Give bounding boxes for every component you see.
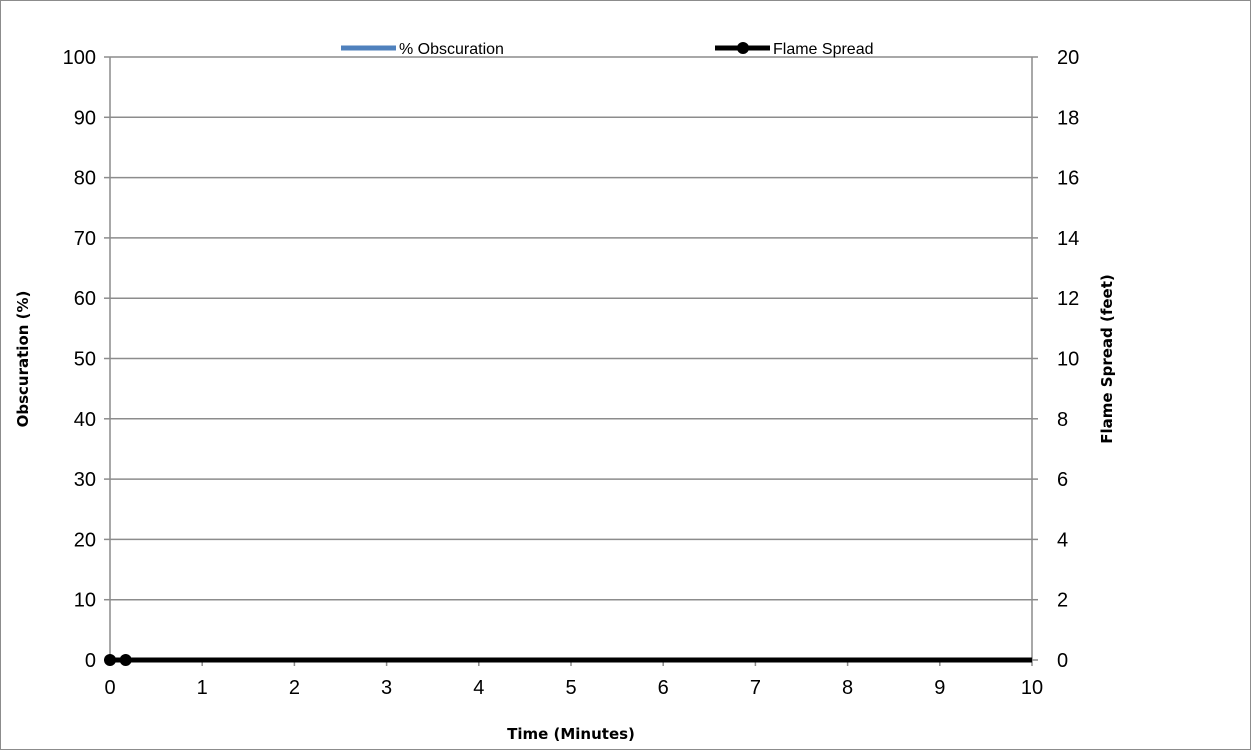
y-tick-label: 30 <box>74 469 96 491</box>
series-point-1-0 <box>104 654 116 666</box>
y2-tick-label: 8 <box>1057 409 1068 431</box>
y-tick-label: 80 <box>74 168 96 190</box>
x-axis-title: Time (Minutes) <box>507 725 635 743</box>
y-axis-title: Obscuration (%) <box>14 291 32 428</box>
y2-tick-label: 2 <box>1057 590 1068 612</box>
x-tick-label: 2 <box>289 677 300 699</box>
y-tick-label: 70 <box>74 228 96 250</box>
y-tick-label: 60 <box>74 288 96 310</box>
series <box>104 654 1032 666</box>
y2-tick-label: 14 <box>1057 228 1079 250</box>
x-tick-label: 0 <box>104 677 115 699</box>
x-tick-label: 8 <box>842 677 853 699</box>
y-tick-label: 90 <box>74 107 96 129</box>
gridlines <box>110 56 1032 601</box>
x-tick-label: 4 <box>473 677 484 699</box>
y-tick-label: 0 <box>85 650 96 672</box>
y-tick-label: 40 <box>74 409 96 431</box>
x-tick-label: 7 <box>750 677 761 699</box>
y2-tick-label: 12 <box>1057 288 1079 310</box>
y-tick-label: 50 <box>74 349 96 371</box>
y2-tick-label: 4 <box>1057 529 1068 551</box>
x-tick-label: 1 <box>197 677 208 699</box>
legend-label-obscuration: % Obscuration <box>399 41 504 58</box>
x-tick-label: 9 <box>934 677 945 699</box>
legend-marker-flame-spread <box>737 42 749 54</box>
axes <box>104 56 1038 666</box>
y2-tick-label: 10 <box>1057 349 1079 371</box>
y2-tick-label: 16 <box>1057 168 1079 190</box>
y2-tick-label: 18 <box>1057 107 1079 129</box>
y2-axis-title: Flame Spread (feet) <box>1098 274 1116 443</box>
x-tick-label: 6 <box>658 677 669 699</box>
y2-tick-label: 0 <box>1057 650 1068 672</box>
series-point-1-1 <box>119 654 132 666</box>
y2-tick-label: 20 <box>1057 47 1079 69</box>
x-tick-label: 10 <box>1021 677 1043 699</box>
x-tick-label: 3 <box>381 677 392 699</box>
legend-label-flame-spread: Flame Spread <box>773 41 874 58</box>
y-tick-label: 20 <box>74 529 96 551</box>
x-tick-label: 5 <box>565 677 576 699</box>
y-tick-label: 10 <box>74 590 96 612</box>
tick-labels: 0102030405060708090100024681012141618200… <box>63 47 1080 699</box>
y-tick-label: 100 <box>63 47 96 69</box>
y2-tick-label: 6 <box>1057 469 1068 491</box>
legend: % Obscuration Flame Spread <box>341 41 874 58</box>
